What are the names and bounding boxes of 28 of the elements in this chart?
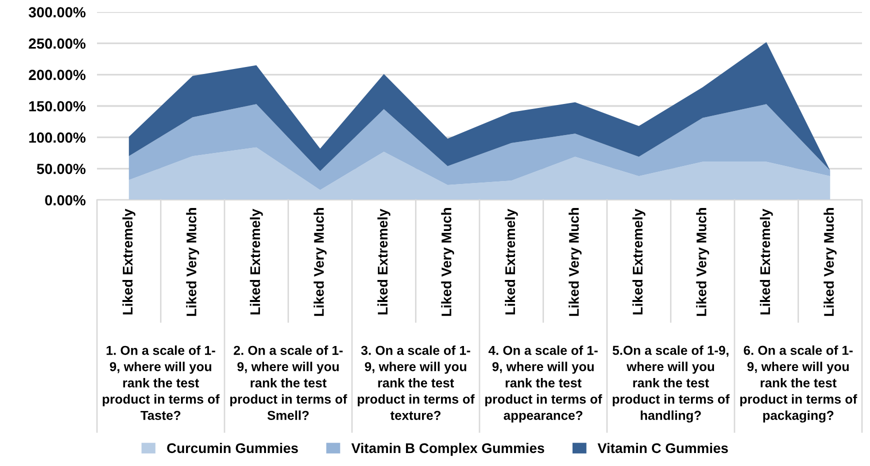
x-tick-label: Liked Extremely bbox=[122, 208, 136, 314]
x-tick-label: Liked Very Much bbox=[441, 208, 454, 316]
x-tick-label: Liked Very Much bbox=[696, 208, 710, 316]
y-tick-label: 250.00% bbox=[28, 38, 86, 49]
text: 6. On a scale of 1- 9, where will you rank the test product in terms of packaging? bbox=[740, 345, 858, 423]
text: 2. On a scale of 1- 9, where will you rank the test product in terms of Smell? bbox=[230, 345, 348, 420]
y-tick-label: 150.00% bbox=[29, 101, 86, 112]
y-tick-label: 200.00% bbox=[28, 70, 86, 80]
y-tick-label: 300.00% bbox=[28, 7, 86, 18]
x-tick-label: Liked Extremely bbox=[760, 208, 773, 314]
legend-label: Vitamin B Complex Gummies bbox=[351, 442, 544, 456]
legend-label: Curcumin Gummies bbox=[167, 442, 298, 454]
text: 1. On a scale of 1- 9, where will you rank the test product in terms of Taste? bbox=[102, 345, 220, 420]
x-tick-label: Liked Very Much bbox=[824, 208, 837, 316]
x-tick-label: Liked Very Much bbox=[314, 208, 327, 316]
x-tick-label: Liked Extremely bbox=[250, 208, 263, 314]
x-tick-label: Liked Extremely bbox=[377, 208, 390, 314]
x-tick-label: Liked Extremely bbox=[504, 208, 518, 314]
y-tick-label: 0.00% bbox=[45, 195, 86, 206]
x-tick-label: Liked Very Much bbox=[568, 208, 582, 316]
text: 5.On a scale of 1-9, where will you rank the test product in terms of handling? bbox=[612, 345, 730, 423]
text: 4. On a scale of 1- 9, where will you rank the test product in terms of appearance? bbox=[485, 345, 602, 423]
y-tick-label: 100.00% bbox=[29, 132, 86, 143]
y-tick-label: 50.00% bbox=[36, 164, 86, 174]
x-tick-label: Liked Very Much bbox=[186, 208, 200, 316]
x-tick-label: Liked Extremely bbox=[632, 208, 646, 314]
legend-label: Vitamin C Gummies bbox=[598, 442, 728, 454]
text: 3. On a scale of 1- 9, where will you rank the test product in terms of texture? bbox=[358, 345, 475, 420]
